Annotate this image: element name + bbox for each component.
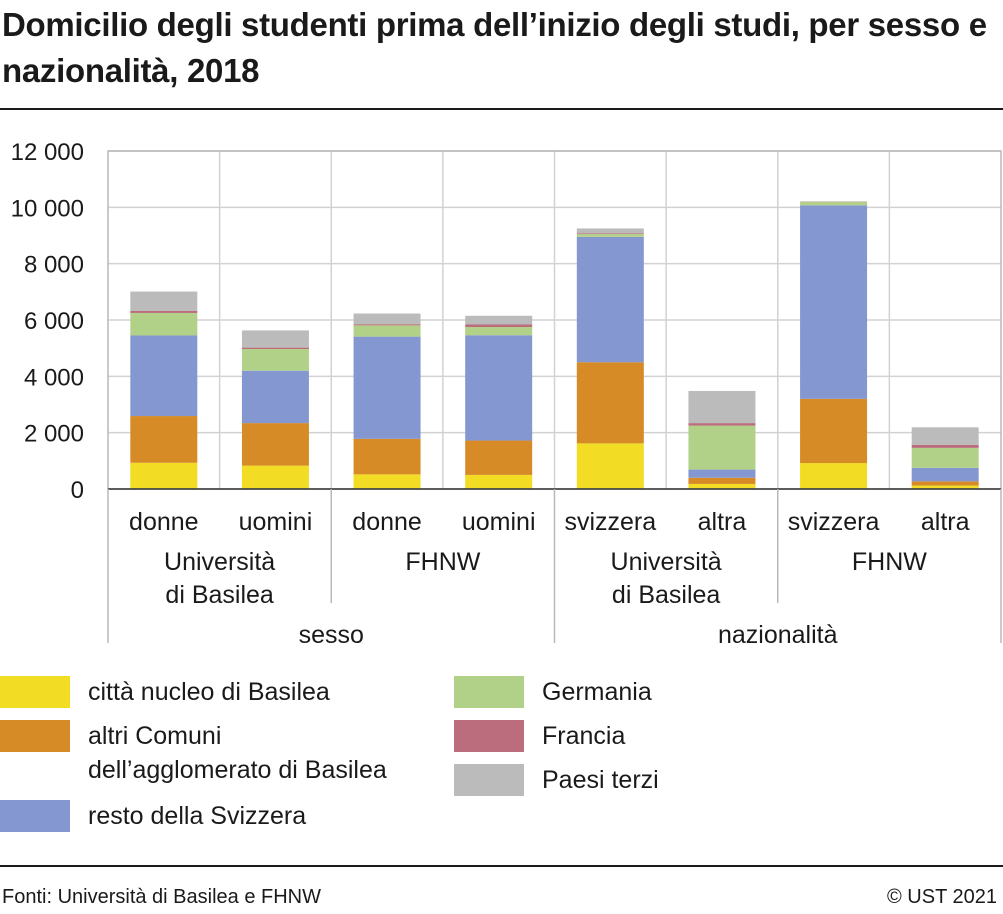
- bar-citta-nucleo-di-basilea-4: [465, 474, 533, 489]
- bar-citta-nucleo-di-basilea-3: [353, 474, 421, 489]
- bar-francia-1: [130, 310, 198, 313]
- bar-francia-8: [911, 444, 979, 448]
- x-group-label-4-line-1: FHNW: [852, 548, 927, 576]
- y-tick-label-0: 0: [71, 477, 84, 504]
- bar-citta-nucleo-di-basilea-7: [800, 463, 868, 489]
- y-tick-label-8000: 8 000: [24, 252, 84, 279]
- bar-germania-7: [800, 201, 868, 206]
- bar-citta-nucleo-di-basilea-8: [911, 485, 979, 489]
- y-tick-label-4000: 4 000: [24, 364, 84, 391]
- chart-title: Domicilio degli studenti prima dell’iniz…: [2, 6, 987, 89]
- bar-francia-2: [241, 347, 309, 350]
- x-category-label-2: uomini: [239, 508, 313, 536]
- legend-swatch-francia: [454, 720, 524, 752]
- bar-resto-della-svizzera-5: [576, 236, 644, 363]
- y-tick-label-2000: 2 000: [24, 421, 84, 448]
- bar-citta-nucleo-di-basilea-5: [576, 443, 644, 489]
- bar-resto-della-svizzera-6: [688, 469, 756, 478]
- x-category-label-3: donne: [352, 508, 422, 536]
- footer-copyright: © UST 2021: [887, 886, 997, 908]
- legend-item-paesi-terzi: Paesi terzi: [454, 764, 882, 797]
- bar-francia-6: [688, 423, 756, 426]
- chart-bars: [130, 201, 979, 489]
- legend-label-citta-nucleo-di-basilea: città nucleo di Basilea: [88, 678, 330, 706]
- bar-resto-della-svizzera-3: [353, 336, 421, 439]
- bar-resto-della-svizzera-7: [800, 205, 868, 399]
- bar-paesi-terzi-5: [576, 228, 644, 234]
- bar-francia-5: [576, 233, 644, 235]
- bar-resto-della-svizzera-2: [241, 370, 309, 424]
- bar-paesi-terzi-8: [911, 427, 979, 445]
- x-group-label-2-line-1: FHNW: [405, 548, 480, 576]
- y-tick-label-12000: 12 000: [11, 139, 84, 166]
- bar-paesi-terzi-1: [130, 291, 198, 311]
- legend-swatch-paesi-terzi: [454, 764, 524, 796]
- legend-item-francia: Francia: [454, 720, 882, 753]
- legend-swatch-germania: [454, 676, 524, 708]
- legend-item-citta-nucleo-di-basilea: città nucleo di Basilea: [0, 676, 428, 709]
- legend-item-germania: Germania: [454, 676, 882, 709]
- legend-swatch-citta-nucleo-di-basilea: [0, 676, 70, 708]
- bar-paesi-terzi-3: [353, 313, 421, 325]
- bar-germania-6: [688, 425, 756, 470]
- y-tick-label-10000: 10 000: [11, 195, 84, 222]
- x-group-label-3-line-2: di Basilea: [612, 581, 720, 609]
- x-dimension-label-sesso: sesso: [299, 621, 364, 649]
- bar-citta-nucleo-di-basilea-1: [130, 462, 198, 489]
- legend-item-resto-della-svizzera: resto della Svizzera: [0, 800, 428, 833]
- bar-citta-nucleo-di-basilea-2: [241, 465, 309, 489]
- x-group-label-1-line-1: Università: [164, 548, 275, 576]
- bar-germania-3: [353, 325, 421, 337]
- title-divider: [0, 108, 1003, 110]
- chart-frame: [107, 150, 1002, 643]
- stacked-bar-chart: 0 2 000 4 000 6 000 8 000 10 000 12 000 donne u…: [11, 139, 1002, 649]
- bar-resto-della-svizzera-1: [130, 335, 198, 417]
- bar-altri-comuni-6: [688, 477, 756, 484]
- bar-resto-della-svizzera-4: [465, 335, 533, 441]
- legend-label-francia: Francia: [542, 722, 626, 750]
- x-category-label-4: uomini: [462, 508, 536, 536]
- x-axis-labels: donne uomini donne uomini svizzera altra svizz…: [129, 508, 970, 649]
- footer-source: Fonti: Università di Basilea e FHNW: [2, 886, 321, 908]
- bar-francia-4: [465, 324, 533, 328]
- bar-germania-2: [241, 349, 309, 371]
- bar-altri-comuni-4: [465, 440, 533, 475]
- bar-altri-comuni-3: [353, 438, 421, 475]
- bar-germania-1: [130, 312, 198, 336]
- legend-label-altri-comuni: altri Comuni dell’agglomerato di Basilea: [88, 722, 387, 784]
- legend-label-resto-della-svizzera: resto della Svizzera: [88, 802, 307, 830]
- bar-altri-comuni-1: [130, 416, 198, 463]
- x-category-label-8: altra: [921, 508, 970, 536]
- bar-altri-comuni-5: [576, 362, 644, 444]
- y-tick-label-6000: 6 000: [24, 308, 84, 335]
- bar-altri-comuni-7: [800, 398, 868, 464]
- x-group-label-3-line-1: Università: [611, 548, 722, 576]
- legend-label-paesi-terzi: Paesi terzi: [542, 766, 659, 794]
- bar-paesi-terzi-2: [241, 330, 309, 348]
- bar-germania-5: [576, 234, 644, 237]
- x-category-label-1: donne: [129, 508, 199, 536]
- bar-paesi-terzi-4: [465, 315, 533, 325]
- bar-altri-comuni-8: [911, 481, 979, 486]
- bar-citta-nucleo-di-basilea-6: [688, 483, 756, 489]
- legend-item-altri-comuni: altri Comuni dell’agglomerato di Basilea: [0, 720, 428, 787]
- bar-germania-4: [465, 327, 533, 336]
- legend-label-germania: Germania: [542, 678, 652, 706]
- legend-swatch-altri-comuni: [0, 720, 70, 752]
- bar-paesi-terzi-6: [688, 390, 756, 424]
- bar-germania-8: [911, 447, 979, 468]
- x-category-label-7: svizzera: [788, 508, 880, 536]
- x-category-label-6: altra: [698, 508, 747, 536]
- x-category-label-5: svizzera: [564, 508, 656, 536]
- bar-francia-3: [353, 324, 421, 326]
- bar-resto-della-svizzera-8: [911, 467, 979, 482]
- y-axis-tick-labels: 0 2 000 4 000 6 000 8 000 10 000 12 000: [11, 139, 84, 504]
- x-group-label-1-line-2: di Basilea: [165, 581, 273, 609]
- footer-divider: [0, 865, 1003, 867]
- legend-swatch-resto-della-svizzera: [0, 800, 70, 832]
- x-dimension-label-nazionalita: nazionalità: [718, 621, 838, 649]
- bar-altri-comuni-2: [241, 423, 309, 466]
